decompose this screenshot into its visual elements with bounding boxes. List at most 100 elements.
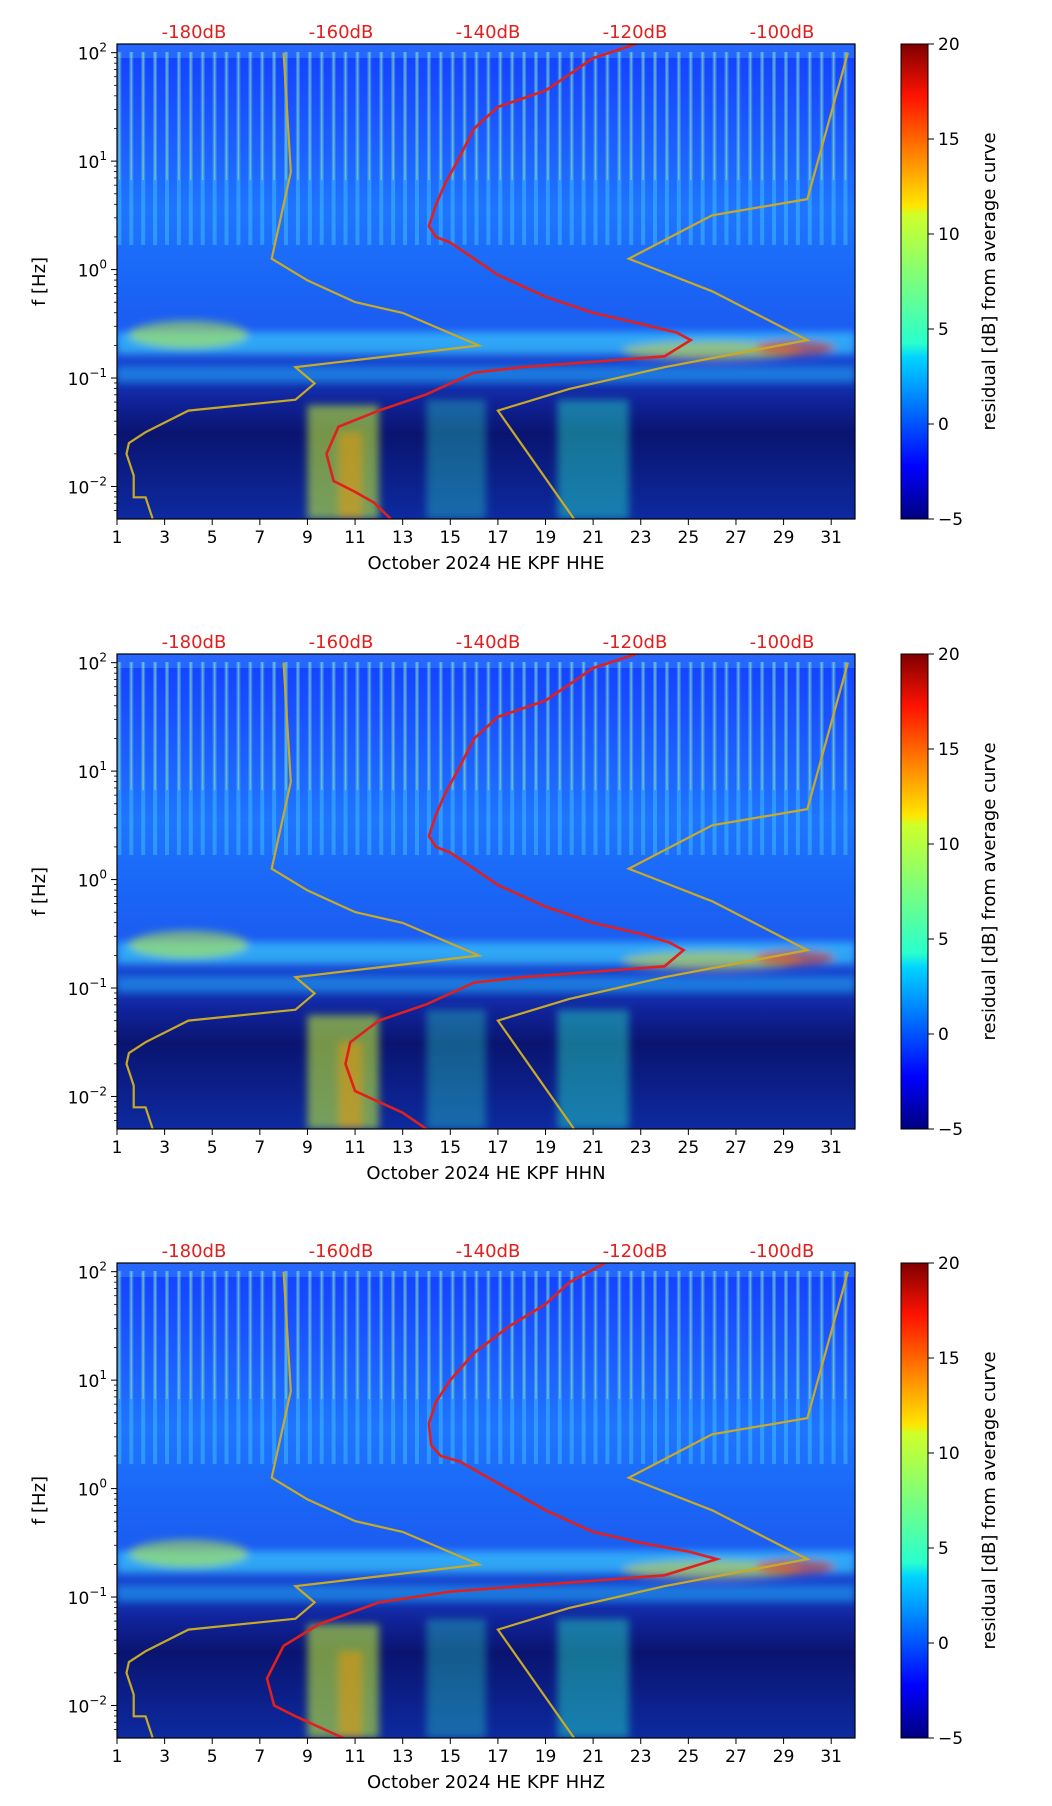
db-scale-label: -120dB bbox=[603, 22, 668, 43]
colorbar: 20 15 10 5 0 −5 residual [dB] from average cur… bbox=[900, 35, 1000, 530]
x-tick-label: 23 bbox=[630, 528, 652, 548]
y-axis-label: f [Hz] bbox=[29, 1476, 50, 1525]
x-tick-label: 15 bbox=[439, 1138, 461, 1158]
x-tick-label: 7 bbox=[254, 1138, 265, 1158]
colorbar-tick-label: 15 bbox=[938, 740, 960, 760]
x-tick-label: 9 bbox=[302, 1138, 313, 1158]
x-tick-label: 31 bbox=[820, 528, 842, 548]
x-tick-label: 23 bbox=[630, 1138, 652, 1158]
x-tick-label: 13 bbox=[392, 528, 414, 548]
x-tick-label: 27 bbox=[725, 1747, 747, 1767]
db-scale-label: -120dB bbox=[603, 632, 668, 653]
x-tick-label: 29 bbox=[773, 1747, 795, 1767]
y-tick-label: 100 bbox=[78, 258, 107, 282]
y-tick-label: 101 bbox=[78, 1368, 107, 1392]
spectrogram-panel-1: 1 3 5 7 9 11 13 15 17 19 21 23 25 27 29 3110210110010−1… bbox=[29, 22, 1000, 574]
x-tick-label: 15 bbox=[439, 528, 461, 548]
x-tick-label: 9 bbox=[302, 528, 313, 548]
colorbar-tick-label: 15 bbox=[938, 1349, 960, 1369]
y-axis-label: f [Hz] bbox=[29, 257, 50, 306]
x-tick-label: 7 bbox=[254, 1747, 265, 1767]
db-scale-label: -160dB bbox=[309, 632, 374, 653]
microseism-band bbox=[117, 320, 855, 383]
x-tick-label: 25 bbox=[678, 1138, 700, 1158]
db-scale-label: -100dB bbox=[750, 22, 815, 43]
colorbar-tick-label: −5 bbox=[938, 1729, 963, 1749]
low-frequency-plumes bbox=[307, 399, 629, 519]
db-scale-label: -120dB bbox=[603, 1241, 668, 1262]
x-tick-label: 17 bbox=[487, 1138, 509, 1158]
x-tick-label: 25 bbox=[678, 1747, 700, 1767]
db-scale-label: -180dB bbox=[162, 1241, 227, 1262]
colorbar-label: residual [dB] from average curve bbox=[979, 132, 1000, 430]
spectrogram-panel-3: 1 3 5 7 9 11 13 15 17 19 21 23 25 27 29 3110210110010−1… bbox=[29, 1241, 1000, 1793]
colorbar-label: residual [dB] from average curve bbox=[979, 742, 1000, 1040]
colorbar-tick-label: 10 bbox=[938, 835, 960, 855]
plot-frame bbox=[116, 653, 856, 1130]
colorbar-tick-label: 10 bbox=[938, 225, 960, 245]
colorbar-tick-label: 0 bbox=[938, 1634, 949, 1654]
colorbar-tick-label: 15 bbox=[938, 130, 960, 150]
y-tick-label: 10−1 bbox=[68, 976, 107, 1000]
series-line-average-psd-curve bbox=[265, 1263, 722, 1738]
y-tick-label: 102 bbox=[78, 1260, 107, 1284]
y-tick-label: 102 bbox=[78, 651, 107, 675]
spectrogram-panel-2: 1 3 5 7 9 11 13 15 17 19 21 23 25 27 29 3110210110010−1… bbox=[29, 632, 1000, 1184]
daily-spikes bbox=[117, 1271, 848, 1465]
series-line-high-noise-model bbox=[496, 1271, 849, 1738]
x-tick-label: 1 bbox=[112, 528, 123, 548]
x-tick-label: 31 bbox=[820, 1747, 842, 1767]
x-tick-label: 17 bbox=[487, 1747, 509, 1767]
heatmap bbox=[117, 654, 855, 1129]
x-axis-label: October 2024 HE KPF HHZ bbox=[367, 1772, 605, 1793]
x-axis-label: October 2024 HE KPF HHN bbox=[366, 1163, 605, 1184]
x-tick-label: 3 bbox=[159, 1747, 170, 1767]
x-tick-label: 13 bbox=[392, 1138, 414, 1158]
colorbar-tick-label: 10 bbox=[938, 1444, 960, 1464]
microseism-band bbox=[117, 930, 855, 993]
colorbar-tick-label: 5 bbox=[938, 320, 949, 340]
series-line-low-noise-model bbox=[125, 662, 484, 1129]
x-tick-label: 25 bbox=[678, 528, 700, 548]
series-line-average-psd-curve bbox=[325, 44, 694, 519]
y-tick-label: 101 bbox=[78, 149, 107, 173]
y-tick-label: 10−1 bbox=[68, 1585, 107, 1609]
x-tick-label: 1 bbox=[112, 1747, 123, 1767]
colorbar-tick-label: 5 bbox=[938, 930, 949, 950]
y-tick-label: 101 bbox=[78, 759, 107, 783]
x-tick-label: 5 bbox=[207, 1747, 218, 1767]
x-tick-label: 13 bbox=[392, 1747, 414, 1767]
db-scale-label: -180dB bbox=[162, 632, 227, 653]
daily-spikes bbox=[117, 662, 848, 856]
y-tick-label: 10−2 bbox=[68, 1084, 107, 1108]
series-line-low-noise-model bbox=[125, 1271, 484, 1738]
db-scale-label: -140dB bbox=[456, 1241, 521, 1262]
x-tick-label: 3 bbox=[159, 1138, 170, 1158]
y-tick-label: 102 bbox=[78, 41, 107, 65]
db-scale-label: -140dB bbox=[456, 22, 521, 43]
series-line-average-psd-curve bbox=[344, 654, 686, 1129]
x-tick-label: 31 bbox=[820, 1138, 842, 1158]
db-scale-label: -160dB bbox=[309, 1241, 374, 1262]
colorbar-tick-label: 5 bbox=[938, 1539, 949, 1559]
colorbar-label: residual [dB] from average curve bbox=[979, 1351, 1000, 1649]
x-tick-label: 3 bbox=[159, 528, 170, 548]
series-line-high-noise-model bbox=[496, 662, 849, 1129]
colorbar-tick-label: 0 bbox=[938, 415, 949, 435]
db-scale-label: -100dB bbox=[750, 632, 815, 653]
db-scale-label: -100dB bbox=[750, 1241, 815, 1262]
plot-frame bbox=[116, 43, 856, 520]
x-axis-label: October 2024 HE KPF HHE bbox=[367, 553, 604, 574]
colorbar-tick-label: 0 bbox=[938, 1025, 949, 1045]
x-tick-label: 5 bbox=[207, 1138, 218, 1158]
x-tick-label: 29 bbox=[773, 528, 795, 548]
y-tick-label: 10−2 bbox=[68, 1693, 107, 1717]
y-tick-label: 10−1 bbox=[68, 366, 107, 390]
x-tick-label: 17 bbox=[487, 528, 509, 548]
low-frequency-plumes bbox=[307, 1618, 629, 1738]
db-scale-label: -140dB bbox=[456, 632, 521, 653]
x-tick-label: 21 bbox=[582, 1747, 604, 1767]
y-tick-label: 100 bbox=[78, 1477, 107, 1501]
x-tick-label: 1 bbox=[112, 1138, 123, 1158]
